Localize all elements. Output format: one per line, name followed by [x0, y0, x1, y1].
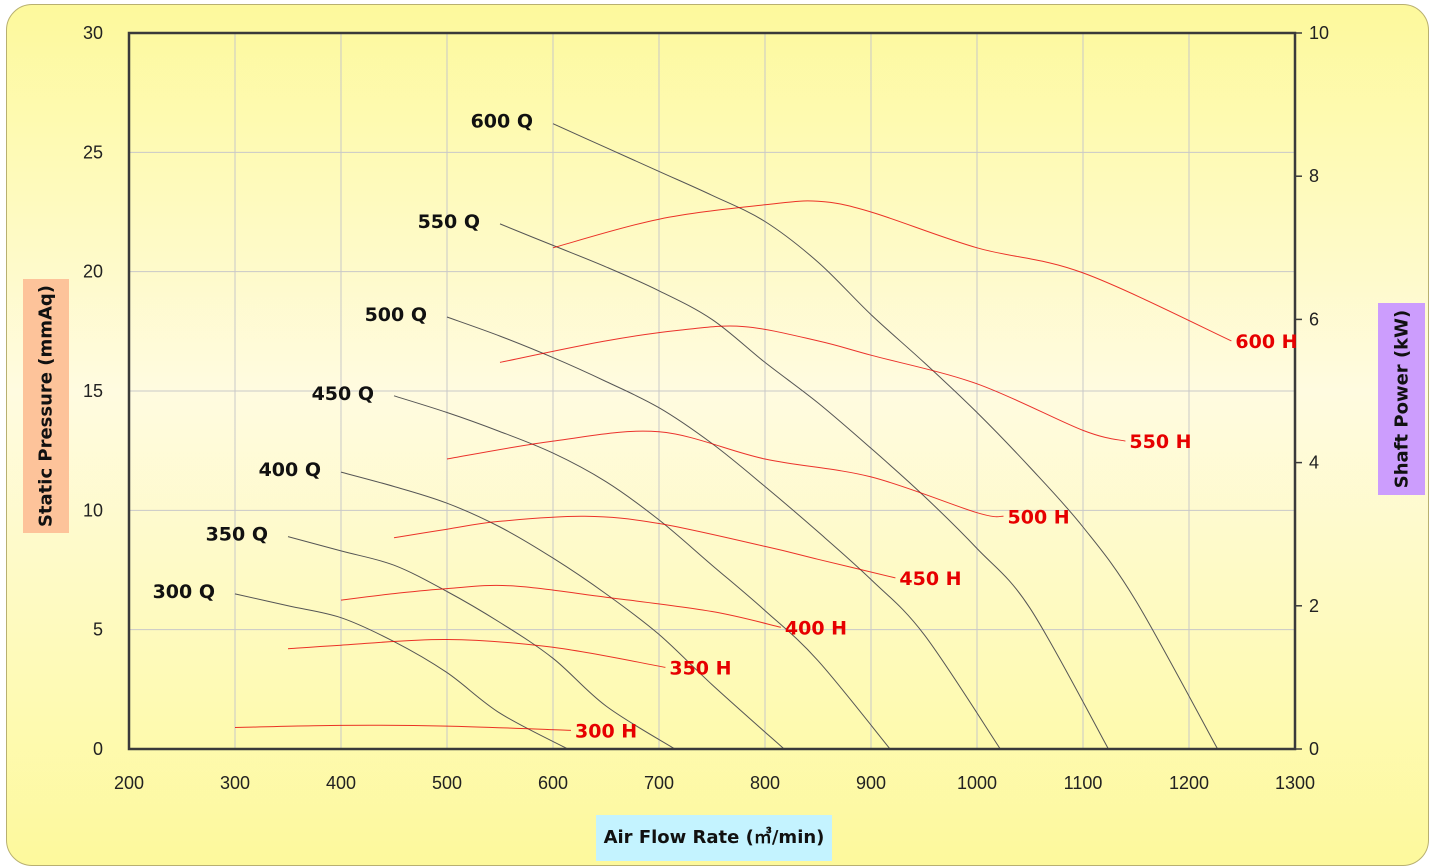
y-axis-title-box: Static Pressure (mmAq): [23, 279, 69, 533]
grid-layer: [129, 33, 1295, 749]
power-curve-label-450-h: 450 H: [899, 568, 961, 590]
power-curve-label-350-h: 350 H: [669, 657, 731, 679]
power-curve-label-400-h: 400 H: [785, 617, 847, 639]
y2-tick-label: 6: [1309, 309, 1319, 329]
x-tick-label: 500: [432, 773, 462, 793]
y2-tick-label: 2: [1309, 596, 1319, 616]
x-tick-label: 1200: [1169, 773, 1209, 793]
x-tick-label: 400: [326, 773, 356, 793]
pressure-curve-600-q: [552, 123, 1219, 750]
power-curve-450-h: [393, 515, 896, 579]
pressure-curve-label-600-q: 600 Q: [471, 111, 533, 133]
x-tick-label: 200: [114, 773, 144, 793]
pressure-curve-label-400-q: 400 Q: [259, 459, 321, 481]
power-curve-350-h: [287, 638, 666, 668]
y-tick-label: 30: [83, 23, 103, 43]
power-curve-label-300-h: 300 H: [575, 720, 637, 742]
y-tick-label: 5: [93, 620, 103, 640]
series-label-layer: 300 Q 350 Q 400 Q 450 Q 500 Q 550 Q 600 Q 300 H…: [153, 111, 1298, 743]
pressure-curve-500-q: [446, 316, 1001, 750]
y2-axis-title: Shaft Power (kW): [1391, 309, 1412, 489]
pressure-curve-450-q: [393, 395, 891, 750]
pressure-curve-400-q: [340, 471, 785, 750]
power-curve-label-600-h: 600 H: [1235, 331, 1297, 353]
y2-tick-label: 8: [1309, 166, 1319, 186]
chart-svg: 200 300 400 500 600 700 800 900 1000 1100 1200 1300…: [83, 23, 1329, 793]
y-axis-title: Static Pressure (mmAq): [35, 284, 57, 528]
y-tick-label: 0: [93, 739, 103, 759]
x-tick-label: 1000: [957, 773, 997, 793]
series-layer: [234, 123, 1232, 750]
y2-axis-title-box: Shaft Power (kW): [1378, 303, 1425, 495]
pressure-curve-label-500-q: 500 Q: [365, 304, 427, 326]
x-tick-label: 600: [538, 773, 568, 793]
x-tick-label: 300: [220, 773, 250, 793]
pressure-curve-label-450-q: 450 Q: [312, 383, 374, 405]
y2-tick-label: 0: [1309, 739, 1319, 759]
x-tick-label: 1100: [1064, 773, 1103, 793]
power-curve-label-500-h: 500 H: [1008, 506, 1070, 528]
plot-area-frame: [127, 31, 1297, 751]
y-tick-label: 15: [83, 381, 103, 401]
power-curve-300-h: [234, 724, 572, 731]
pressure-curve-350-q: [287, 536, 676, 750]
tick-layer: 200 300 400 500 600 700 800 900 1000 1100 1200 1300…: [83, 23, 1329, 793]
pressure-curve-550-q: [499, 223, 1109, 750]
x-tick-label: 900: [856, 773, 886, 793]
y-tick-label: 10: [83, 500, 103, 520]
y-tick-label: 20: [83, 262, 103, 282]
power-curve-label-550-h: 550 H: [1129, 431, 1191, 453]
pressure-curve-label-550-q: 550 Q: [418, 211, 480, 233]
y2-tick-label: 4: [1309, 453, 1319, 473]
x-tick-label: 700: [644, 773, 674, 793]
pressure-curve-label-350-q: 350 Q: [206, 524, 268, 546]
y2-tick-label: 10: [1309, 23, 1329, 43]
power-curve-400-h: [340, 584, 782, 628]
pressure-curve-label-300-q: 300 Q: [153, 581, 215, 603]
y-tick-label: 25: [83, 142, 103, 162]
x-axis-title: Air Flow Rate (㎥/min): [596, 815, 832, 861]
power-curve-500-h: [446, 430, 1004, 518]
x-tick-label: 800: [750, 773, 780, 793]
power-curve-550-h: [499, 325, 1126, 442]
chart-panel: 200 300 400 500 600 700 800 900 1000 1100 1200 1300…: [6, 4, 1429, 866]
x-tick-label: 1300: [1275, 773, 1315, 793]
power-curve-600-h: [552, 200, 1232, 342]
